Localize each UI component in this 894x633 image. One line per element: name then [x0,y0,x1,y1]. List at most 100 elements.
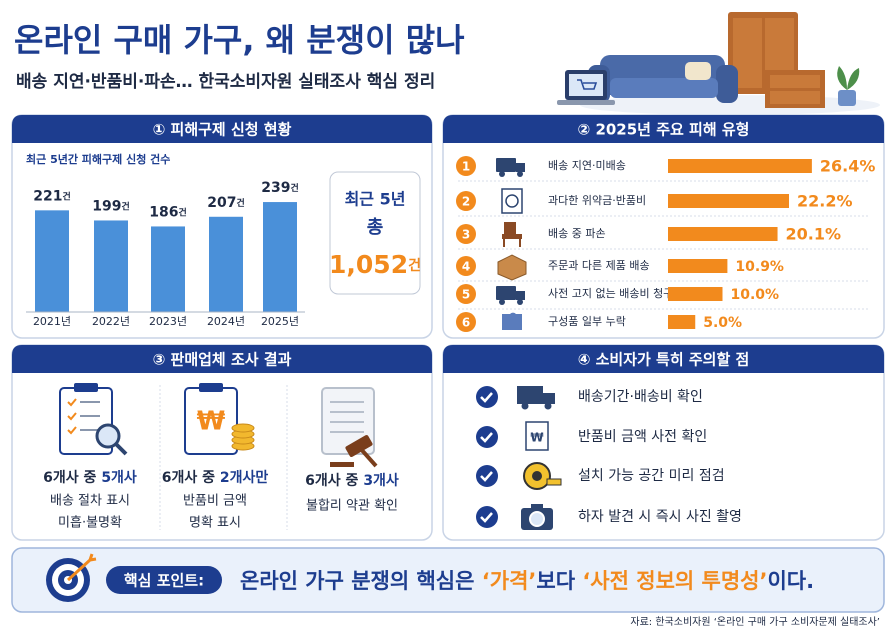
type-label: 배송 지연·미배송 [548,159,626,172]
type-label: 과다한 위약금·반품비 [548,193,646,207]
rank-number: 5 [462,288,470,302]
 [67,426,77,435]
type-icon [497,254,527,281]
bar [151,226,185,312]
survey-headline: 6개사 중 3개사 [305,473,399,489]
check-mark [480,432,493,443]
panel-title: ② 2025년 주요 피해 유형 [578,121,750,139]
check-mark [480,392,493,403]
key-banner [11,547,885,613]
rank-number: 3 [462,228,470,242]
 [358,446,378,468]
rank-number: 4 [462,260,470,274]
 [505,194,519,208]
rank-badge [456,156,476,176]
 [502,234,522,239]
chart-caption: 최근 5년간 피해구제 신청 건수 [26,152,170,166]
 [330,462,354,467]
bar-label: 207건 [207,195,245,211]
type-bar [668,194,789,208]
type-icon [496,286,525,305]
bar-value: 199 [92,198,121,214]
total-number: 1,052 [329,250,408,279]
target-arrow [66,553,97,582]
key-part: 보다 [536,569,582,593]
 [543,393,555,404]
 [499,299,505,305]
 [503,239,521,247]
year-label: 2022년 [92,315,130,328]
total-value: 1,052건 [329,250,421,279]
 [114,442,128,456]
bar-unit: 건 [236,196,244,208]
tips-panel-header [443,345,884,373]
survey-line: 배송 절차 표시 [50,494,130,509]
rank-badge [456,224,476,244]
type-bar [668,315,696,329]
bar [94,220,128,312]
 [529,511,545,527]
 [67,398,77,407]
bar [35,210,69,312]
survey-line: 불합리 약관 확인 [306,499,398,514]
rank-badge [456,256,476,276]
bar-label: 239건 [261,180,299,196]
 [517,386,543,404]
headline-highlight: 5개사 [101,470,137,486]
type-value: 26.4% [820,157,876,176]
survey-panel-header [12,345,432,373]
headline-highlight: 2개사만 [220,470,269,486]
bar-label: 186건 [149,204,187,220]
page-title: 온라인 구매 가구, 왜 분쟁이 많나 [14,21,465,59]
survey-line: 명확 표시 [189,516,241,531]
type-label: 사전 고지 없는 배송비 청구 [548,287,673,300]
year-label: 2024년 [207,315,245,328]
bar-value: 186 [149,204,178,220]
survey-line: 반품비 금액 [183,494,247,509]
panel-title: ① 피해구제 신청 현황 [153,121,292,139]
 [345,435,373,457]
types-panel-header [443,115,884,143]
year-label: 2021년 [33,315,71,328]
type-bar [668,227,778,241]
 [546,478,562,486]
check-mark [480,512,493,523]
headline-highlight: 3개사 [363,473,399,489]
headline-lead: 6개사 중 [305,473,358,489]
total-line: 총 [367,217,384,238]
bar-value: 207 [207,195,236,211]
rank-number: 1 [462,160,470,174]
type-label: 주문과 다른 제품 배송 [548,259,650,272]
 [502,312,522,330]
tip-text: 반품비 금액 사전 확인 [578,429,707,445]
type-value: 5.0% [703,315,742,331]
bar-value: 239 [261,180,290,196]
type-label: 배송 중 파손 [548,227,606,240]
page-subtitle: 배송 지연·반품비·파손… 한국소비자원 실태조사 핵심 정리 [16,72,435,92]
type-bar [668,159,812,173]
type-value: 10.9% [735,259,784,275]
panel-title: ④ 소비자가 특히 주의할 점 [578,351,750,369]
bar-unit: 건 [178,206,186,218]
 [516,291,525,300]
headline-lead: 6개사 중 [162,470,215,486]
type-icon [501,188,523,214]
bar [263,202,297,312]
relief-panel-header [12,115,432,143]
type-bar [668,259,728,273]
 [74,383,98,392]
key-part: ‘가격’ [482,569,537,593]
 [532,471,542,481]
 [499,171,505,177]
rank-badge [456,284,476,304]
tip-icon [523,462,562,490]
total-line: 최근 5년 [345,190,406,209]
bar [209,216,243,312]
key-part: 이다. [767,569,814,593]
tip-icon [521,504,553,530]
type-value: 20.1% [786,225,842,244]
bar-unit: 건 [121,200,129,212]
bar-label: 221건 [33,188,71,204]
bar-unit: 건 [290,182,298,194]
